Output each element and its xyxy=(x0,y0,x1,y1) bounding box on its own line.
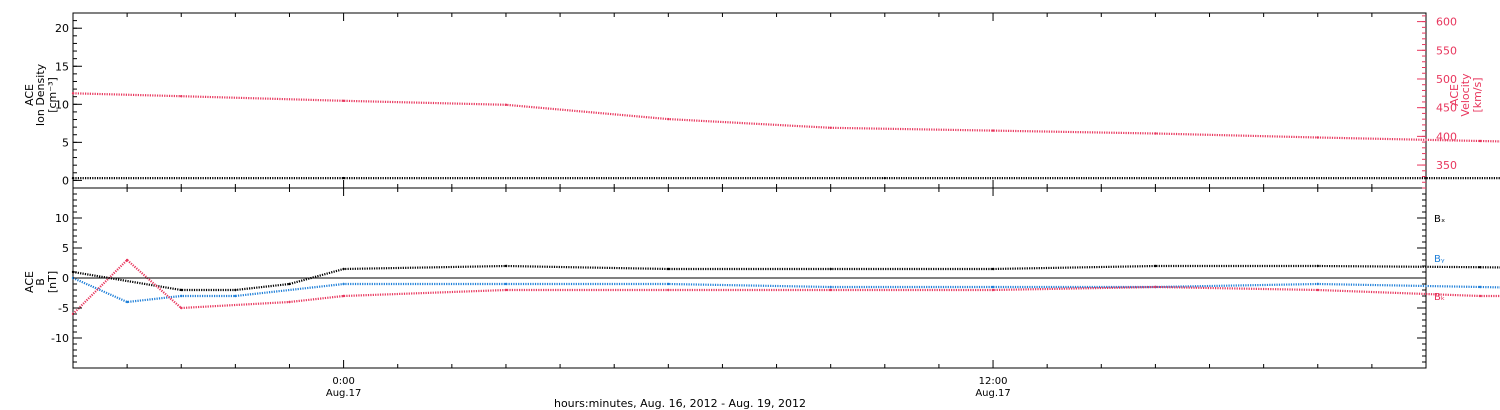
bx-series-point xyxy=(667,267,670,271)
bottom-left-ylabel: ACE B [nT] xyxy=(23,271,59,293)
bz-series-point xyxy=(342,294,345,298)
by-series-point xyxy=(234,294,237,298)
top-left-tick-label: 20 xyxy=(55,22,69,35)
top-right-tick-label: 350 xyxy=(1436,159,1457,172)
bx-series-point xyxy=(180,288,183,292)
bx-series-point xyxy=(1316,264,1320,268)
legend-by: Bᵧ xyxy=(1434,254,1445,265)
by-series-point xyxy=(125,300,129,304)
velocity-series-point xyxy=(991,129,995,132)
top-left-ylabel-line1: ACE xyxy=(23,84,36,106)
top-right-ylabel-line2: Velocity xyxy=(1459,73,1472,117)
bottom-tick-label: 10 xyxy=(55,212,69,225)
bottom-tick-label: -5 xyxy=(58,302,69,315)
legend-bx: Bₓ xyxy=(1434,214,1445,225)
bz-series-point xyxy=(667,288,670,292)
top-right-tick-label: 600 xyxy=(1436,16,1457,29)
bottom-tick-label: -10 xyxy=(51,332,69,345)
panel-frames xyxy=(72,12,1427,369)
bottom-left-ylabel-line2: B xyxy=(34,278,47,286)
bx-series xyxy=(72,264,1500,292)
top-panel-frame xyxy=(72,12,1427,189)
bz-series-point xyxy=(288,300,291,304)
bz-series-point xyxy=(125,258,129,262)
by-series-point xyxy=(504,282,508,286)
velocity-series-point xyxy=(829,126,832,129)
top-right-ylabel: ACE Velocity [km/s] xyxy=(1448,73,1484,117)
by-series-point xyxy=(829,285,832,289)
top-left-tick-label: 0 xyxy=(62,174,69,187)
top-left-ylabel-line2: Ion Density xyxy=(34,63,47,126)
velocity-series-point xyxy=(1478,139,1482,143)
bx-series-point xyxy=(234,288,237,292)
velocity-series-point xyxy=(71,92,75,95)
velocity-series-point xyxy=(1154,132,1157,135)
top-right-tick-label: 450 xyxy=(1436,102,1457,115)
x-axis-title: hours:minutes, Aug. 16, 2012 - Aug. 19, … xyxy=(554,397,806,410)
bottom-left-ylabel-line1: ACE xyxy=(23,271,36,293)
top-right-ylabel-line1: ACE xyxy=(1448,84,1461,106)
by-series-point xyxy=(667,282,670,286)
data-layer xyxy=(71,92,1500,316)
by-series-point xyxy=(180,294,183,298)
bx-series-point xyxy=(1154,264,1157,268)
velocity-series-point xyxy=(1316,136,1320,139)
top-left-ylabel: ACE Ion Density [cm⁻³] xyxy=(23,63,59,126)
bz-series-point xyxy=(504,288,508,292)
bottom-left-ylabel-line3: [nT] xyxy=(46,271,59,293)
velocity-series-point xyxy=(667,117,670,121)
top-right-tick-label: 500 xyxy=(1436,73,1457,86)
by-series-point xyxy=(991,285,995,289)
bz-series-point xyxy=(1478,294,1482,298)
bz-series-point xyxy=(1316,288,1320,292)
bottom-tick-label: 0 xyxy=(62,272,69,285)
bx-series-point xyxy=(342,267,345,271)
x-tick-label-date: Aug.17 xyxy=(975,388,1010,399)
density-series-point xyxy=(342,176,345,180)
bz-series-point xyxy=(180,306,183,310)
top-left-ylabel-line3: [cm⁻³] xyxy=(46,77,59,113)
top-right-tick-label: 400 xyxy=(1436,130,1457,143)
top-right-ylabel-line3: [km/s] xyxy=(1471,77,1484,112)
velocity-series xyxy=(72,92,1500,143)
velocity-series-point xyxy=(180,95,183,98)
bz-series-point xyxy=(1154,285,1157,289)
top-right-tick-label: 550 xyxy=(1436,44,1457,57)
x-tick-label-date: Aug.17 xyxy=(326,388,361,399)
bx-series-point xyxy=(1478,266,1482,269)
bz-series xyxy=(72,258,1500,315)
top-left-tick-label: 5 xyxy=(62,136,69,149)
legend-bz: Bₖ xyxy=(1434,292,1445,303)
bx-series-point xyxy=(504,264,508,268)
x-tick-label-time: 12:00 xyxy=(979,376,1008,387)
bz-series-point xyxy=(829,288,832,292)
by-series-point xyxy=(1316,282,1320,286)
bz-series-point xyxy=(991,288,995,292)
bx-series-point xyxy=(288,282,291,286)
top-left-tick-label: 15 xyxy=(55,60,69,73)
bx-series-point xyxy=(991,267,995,271)
density-series-point xyxy=(71,176,75,180)
by-series-point xyxy=(1478,285,1482,289)
density-series xyxy=(73,177,1500,180)
axes-layer: 0:00Aug.1712:00Aug.170:00Aug.1812:00Aug.… xyxy=(51,12,1457,399)
top-left-tick-label: 10 xyxy=(55,98,69,111)
density-series-point xyxy=(883,176,886,180)
bx-series-point xyxy=(829,267,832,271)
by-series-point xyxy=(342,282,345,286)
velocity-series-point xyxy=(342,99,345,103)
velocity-series-point xyxy=(504,103,508,107)
bottom-tick-label: 5 xyxy=(62,242,69,255)
x-tick-label-time: 0:00 xyxy=(332,376,354,387)
